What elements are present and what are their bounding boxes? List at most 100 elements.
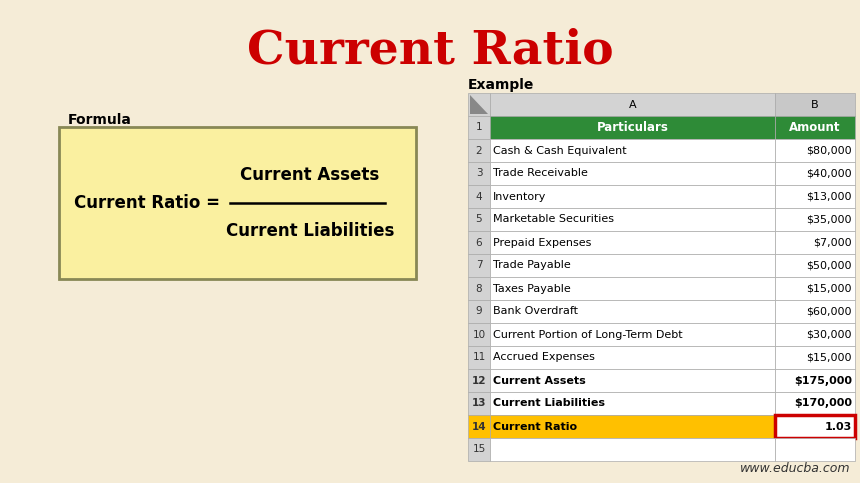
Text: $7,000: $7,000 bbox=[814, 238, 852, 247]
Bar bbox=[468, 139, 490, 162]
Text: $13,000: $13,000 bbox=[807, 191, 852, 201]
Bar bbox=[468, 254, 490, 277]
Text: Inventory: Inventory bbox=[493, 191, 546, 201]
Text: $15,000: $15,000 bbox=[807, 353, 852, 363]
Bar bbox=[490, 93, 775, 116]
Bar bbox=[468, 185, 490, 208]
Bar bbox=[490, 369, 775, 392]
Bar bbox=[775, 369, 855, 392]
Bar bbox=[490, 392, 775, 415]
Text: Trade Receivable: Trade Receivable bbox=[493, 169, 588, 179]
Bar bbox=[775, 139, 855, 162]
Bar bbox=[775, 116, 855, 139]
Bar bbox=[468, 438, 490, 461]
Bar bbox=[775, 346, 855, 369]
Bar bbox=[775, 438, 855, 461]
Text: $30,000: $30,000 bbox=[807, 329, 852, 340]
Bar bbox=[490, 185, 775, 208]
Bar bbox=[775, 93, 855, 116]
Text: 6: 6 bbox=[476, 238, 482, 247]
Bar bbox=[490, 231, 775, 254]
Bar bbox=[468, 323, 490, 346]
Bar bbox=[775, 323, 855, 346]
Text: Bank Overdraft: Bank Overdraft bbox=[493, 307, 578, 316]
Bar bbox=[490, 139, 775, 162]
Text: 13: 13 bbox=[472, 398, 486, 409]
FancyBboxPatch shape bbox=[59, 127, 416, 279]
Text: $35,000: $35,000 bbox=[807, 214, 852, 225]
Text: $15,000: $15,000 bbox=[807, 284, 852, 294]
Bar bbox=[468, 93, 490, 116]
Text: 4: 4 bbox=[476, 191, 482, 201]
Text: Current Ratio: Current Ratio bbox=[493, 422, 577, 431]
Text: Current Assets: Current Assets bbox=[241, 166, 379, 184]
Bar bbox=[775, 208, 855, 231]
Bar bbox=[775, 300, 855, 323]
Bar bbox=[468, 369, 490, 392]
Text: Amount: Amount bbox=[789, 121, 841, 134]
Text: 1: 1 bbox=[476, 123, 482, 132]
Text: Formula: Formula bbox=[68, 113, 132, 127]
Text: 3: 3 bbox=[476, 169, 482, 179]
Bar bbox=[490, 116, 775, 139]
Bar bbox=[468, 231, 490, 254]
Text: $60,000: $60,000 bbox=[807, 307, 852, 316]
Bar bbox=[775, 162, 855, 185]
Text: Cash & Cash Equivalent: Cash & Cash Equivalent bbox=[493, 145, 627, 156]
Text: Taxes Payable: Taxes Payable bbox=[493, 284, 571, 294]
Text: Current Portion of Long-Term Debt: Current Portion of Long-Term Debt bbox=[493, 329, 683, 340]
Text: Current Assets: Current Assets bbox=[493, 375, 586, 385]
Bar bbox=[775, 185, 855, 208]
Text: 12: 12 bbox=[472, 375, 486, 385]
Bar bbox=[468, 346, 490, 369]
Bar bbox=[775, 415, 855, 438]
Text: Particulars: Particulars bbox=[597, 121, 668, 134]
Bar bbox=[468, 415, 490, 438]
Text: 1.03: 1.03 bbox=[825, 422, 852, 431]
Text: 11: 11 bbox=[472, 353, 486, 363]
Bar bbox=[490, 346, 775, 369]
Bar bbox=[490, 208, 775, 231]
Polygon shape bbox=[470, 95, 488, 114]
Bar bbox=[775, 254, 855, 277]
Bar bbox=[490, 277, 775, 300]
Text: 14: 14 bbox=[471, 422, 486, 431]
Bar bbox=[468, 392, 490, 415]
Bar bbox=[468, 300, 490, 323]
Text: 2: 2 bbox=[476, 145, 482, 156]
Bar bbox=[468, 208, 490, 231]
Text: B: B bbox=[811, 99, 819, 110]
Bar bbox=[490, 254, 775, 277]
Text: 10: 10 bbox=[472, 329, 486, 340]
Bar bbox=[490, 162, 775, 185]
Text: Marketable Securities: Marketable Securities bbox=[493, 214, 614, 225]
Text: Example: Example bbox=[468, 78, 534, 92]
Bar bbox=[490, 300, 775, 323]
Text: www.educba.com: www.educba.com bbox=[740, 462, 850, 475]
Text: 9: 9 bbox=[476, 307, 482, 316]
Text: $80,000: $80,000 bbox=[807, 145, 852, 156]
Text: $170,000: $170,000 bbox=[794, 398, 852, 409]
Bar bbox=[775, 392, 855, 415]
Text: 7: 7 bbox=[476, 260, 482, 270]
Text: Current Liabilities: Current Liabilities bbox=[493, 398, 605, 409]
Bar bbox=[775, 231, 855, 254]
Text: $50,000: $50,000 bbox=[807, 260, 852, 270]
Bar bbox=[468, 277, 490, 300]
Bar bbox=[468, 162, 490, 185]
Text: A: A bbox=[629, 99, 636, 110]
Text: $40,000: $40,000 bbox=[807, 169, 852, 179]
Text: Current Ratio =: Current Ratio = bbox=[74, 194, 220, 212]
Bar bbox=[490, 415, 775, 438]
Text: $175,000: $175,000 bbox=[794, 375, 852, 385]
Bar bbox=[490, 323, 775, 346]
Text: Accrued Expenses: Accrued Expenses bbox=[493, 353, 595, 363]
Bar bbox=[468, 116, 490, 139]
Text: Prepaid Expenses: Prepaid Expenses bbox=[493, 238, 592, 247]
Text: Current Liabilities: Current Liabilities bbox=[226, 222, 394, 240]
Text: Trade Payable: Trade Payable bbox=[493, 260, 571, 270]
Bar bbox=[490, 438, 775, 461]
Text: 5: 5 bbox=[476, 214, 482, 225]
Text: 15: 15 bbox=[472, 444, 486, 455]
Bar bbox=[775, 277, 855, 300]
